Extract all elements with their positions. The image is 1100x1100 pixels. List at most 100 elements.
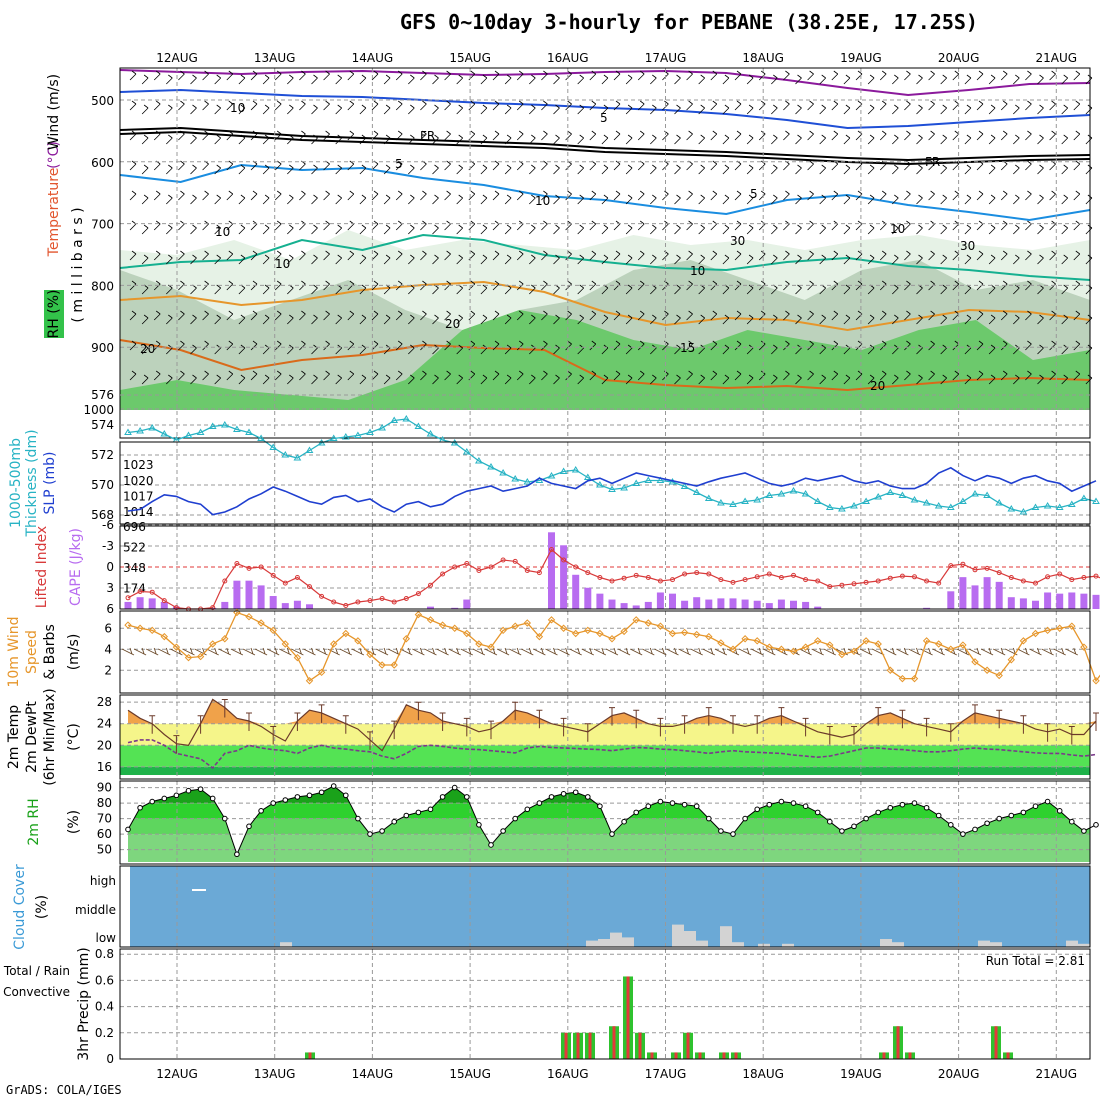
y-tick-label-pressure: 800 (91, 279, 114, 293)
low-cloud-bar (1078, 943, 1090, 947)
wind-barb (843, 284, 851, 295)
rh-point (718, 828, 724, 834)
wind-barb (589, 70, 597, 81)
wind-barb (432, 134, 439, 145)
rh-point (1069, 818, 1075, 825)
x-tick-label-bottom: 18AUG (742, 1067, 784, 1081)
cape-bar (753, 600, 761, 609)
wind-barb (577, 104, 584, 115)
wind-barb (553, 254, 560, 265)
precip-convective-bar (626, 976, 630, 1059)
wind-barb (1000, 220, 1008, 231)
thickness-point (136, 427, 144, 434)
temp-minmax-bar (270, 726, 277, 745)
wind-barb (928, 340, 935, 351)
wind-barb (359, 224, 367, 235)
thickness-point (632, 479, 641, 486)
wind-barb (892, 254, 899, 265)
cape-bar (777, 599, 785, 609)
y-tick-label-li: 3 (106, 581, 114, 595)
wind-barb (516, 70, 524, 81)
low-cloud-bar (732, 942, 744, 947)
wind-barb-10m (133, 647, 147, 656)
rh-band (128, 834, 1090, 862)
lifted-index-point (331, 599, 337, 605)
wind-barb (347, 130, 355, 141)
wind-barb (274, 220, 282, 231)
wind-barb (202, 310, 209, 321)
wind-barb (323, 220, 330, 231)
wind-barb (141, 104, 149, 115)
wind-barb (1037, 74, 1044, 85)
wind-barb (335, 224, 342, 235)
y-tick-label-thickness: 574 (91, 418, 114, 432)
rh-point (439, 794, 446, 800)
wind-barb (879, 190, 887, 201)
wind-barb (153, 220, 161, 231)
y-tick-label-rh: 90 (97, 781, 112, 795)
wind-barb (480, 74, 488, 85)
wind-barb (577, 224, 584, 235)
y-tick-label-temp: 24 (97, 717, 112, 731)
lifted-index-point (149, 589, 155, 595)
wind-barb (819, 194, 826, 205)
lifted-index-point (1057, 571, 1063, 577)
rh-point (427, 806, 434, 813)
chart-title: GFS 0~10day 3-hourly for PEBANE (38.25E,… (400, 10, 978, 34)
contour-label: 30 (960, 239, 975, 253)
wind-barb (1073, 160, 1081, 171)
rh-point (960, 831, 966, 837)
wind-barb (916, 104, 923, 115)
wind-barb (238, 164, 246, 175)
wind-barb (214, 254, 221, 265)
wind-barb (311, 104, 318, 115)
wind-barb (371, 190, 379, 201)
rh-axis-label: RH (%) (46, 290, 62, 339)
wind-barb (529, 314, 536, 325)
wind-barb (831, 370, 839, 381)
wind-barb (892, 314, 899, 325)
wind-barb (335, 164, 342, 175)
wind-barb (1037, 254, 1044, 265)
y-tick-label-thickness: 568 (91, 508, 114, 522)
wind-barb-10m (521, 647, 534, 656)
wind-barb (541, 370, 548, 381)
wind-barb (553, 344, 560, 355)
slp-line (127, 466, 1097, 516)
rh-point (536, 800, 543, 806)
wind-barb (940, 254, 947, 265)
lifted-index-point (936, 580, 942, 586)
x-tick-label-top: 13AUG (254, 51, 296, 65)
wind-barb (202, 100, 209, 111)
lifted-index-point (440, 571, 446, 577)
wind-barb (504, 194, 512, 205)
cape-bar (572, 574, 580, 609)
temp-minmax-bar (221, 699, 228, 718)
wind-barb (299, 250, 306, 261)
cape-bar (160, 601, 168, 609)
wind-barb (758, 100, 766, 111)
contour-label: 10 (690, 264, 705, 278)
wind-barb (625, 104, 633, 115)
wind-barb (432, 164, 439, 175)
wind-barb (166, 74, 173, 85)
wind-barb (1073, 70, 1081, 81)
wind-barb-10m (279, 647, 292, 656)
thickness-point (305, 446, 314, 453)
wind-barb (383, 104, 391, 115)
thickness-point (850, 502, 858, 509)
wind-barb (964, 314, 972, 325)
x-tick-label-bottom: 15AUG (449, 1067, 491, 1081)
wind-barb (916, 134, 923, 145)
wind-barb (359, 194, 367, 205)
wind-speed-point (535, 632, 544, 641)
wind-barb (867, 134, 875, 145)
cape-bar (814, 606, 822, 609)
lifted-index-point (234, 561, 240, 566)
wind-barb (879, 370, 887, 381)
wind-barb (129, 370, 137, 381)
wind-barb (577, 134, 584, 145)
wind-barb (214, 224, 221, 235)
wind-barb (940, 194, 947, 205)
wind-speed-point (910, 674, 919, 683)
